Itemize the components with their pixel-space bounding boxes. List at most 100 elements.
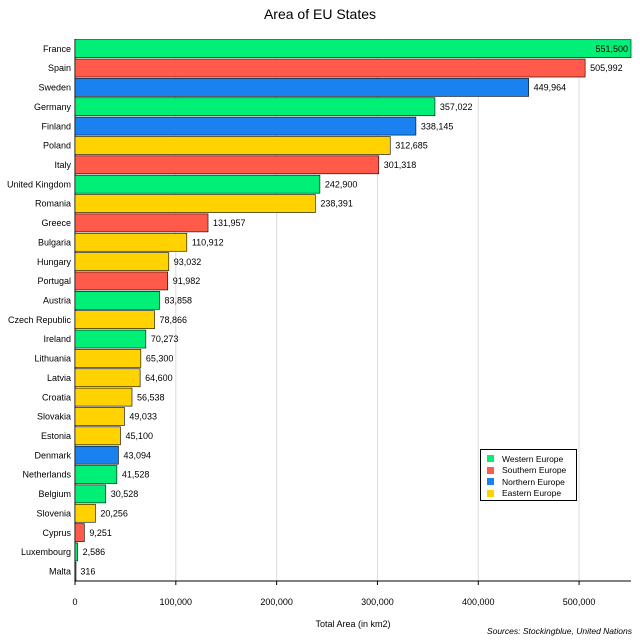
category-label-italy: Italy: [54, 160, 71, 170]
value-label-luxembourg: 2,586: [83, 547, 106, 557]
bar-sweden: [74, 78, 529, 97]
bar-cyprus: [74, 523, 85, 542]
bar-luxembourg: [74, 542, 78, 562]
legend-swatch-northern: [487, 478, 494, 486]
legend-swatch-southern: [487, 466, 494, 474]
category-label-portugal: Portugal: [37, 276, 71, 286]
category-label-slovenia: Slovenia: [36, 508, 71, 518]
category-label-latvia: Latvia: [47, 373, 71, 383]
x-tick-label-2: 200,000: [260, 597, 293, 607]
value-label-hungary: 93,032: [174, 257, 202, 267]
category-label-luxembourg: Luxembourg: [21, 547, 71, 557]
x-tick-label-1: 100,000: [160, 597, 193, 607]
x-tick-label-3: 300,000: [361, 597, 394, 607]
category-label-croatia: Croatia: [42, 392, 71, 402]
value-label-croatia: 56,538: [137, 392, 165, 402]
value-label-portugal: 91,982: [173, 276, 201, 286]
source-note: Sources: Stockingblue, United Nations: [486, 626, 632, 636]
value-label-bulgaria: 110,912: [192, 237, 224, 247]
bar-france: [74, 39, 632, 58]
value-label-finland: 338,145: [421, 121, 454, 131]
bar-latvia: [74, 368, 141, 388]
value-label-czech-republic: 78,866: [160, 315, 188, 325]
x-axis-title: Total Area (in km2): [315, 619, 390, 629]
bar-united-kingdom: [74, 174, 321, 194]
value-label-romania: 238,391: [320, 199, 353, 209]
category-label-malta: Malta: [49, 567, 71, 577]
category-label-united-kingdom: United Kingdom: [7, 179, 71, 189]
x-tick-label-5: 500,000: [563, 597, 596, 607]
value-label-greece: 131,957: [213, 218, 246, 228]
legend-label-western: Western Europe: [502, 453, 564, 464]
legend-item-western: Western Europe: [487, 453, 576, 465]
chart-title: Area of EU States: [263, 6, 377, 22]
value-label-poland: 312,685: [395, 141, 428, 151]
legend-label-eastern: Eastern Europe: [502, 488, 562, 499]
bar-netherlands: [74, 465, 118, 484]
legend-item-northern: Northern Europe: [487, 476, 576, 488]
legend-swatch-eastern: [487, 489, 494, 497]
value-label-netherlands: 41,528: [122, 470, 150, 480]
legend-label-northern: Northern Europe: [502, 476, 565, 487]
category-label-finland: Finland: [41, 121, 71, 131]
bar-malta: [74, 562, 77, 581]
bar-greece: [74, 213, 209, 233]
value-label-france: 551,500: [595, 44, 628, 54]
value-label-sweden: 449,964: [534, 83, 567, 93]
value-label-cyprus: 9,251: [89, 528, 112, 538]
bar-croatia: [74, 387, 133, 407]
category-label-estonia: Estonia: [41, 431, 71, 441]
bar-romania: [74, 194, 316, 213]
category-label-bulgaria: Bulgaria: [38, 237, 71, 247]
category-label-spain: Spain: [48, 63, 71, 73]
x-tick-label-0: 0: [72, 597, 77, 607]
bar-portugal: [74, 271, 169, 291]
legend-label-southern: Southern Europe: [502, 465, 567, 476]
category-label-austria: Austria: [43, 296, 71, 306]
category-label-czech-republic: Czech Republic: [8, 315, 72, 325]
bar-estonia: [74, 426, 121, 446]
bar-lithuania: [74, 349, 142, 368]
category-label-sweden: Sweden: [38, 83, 71, 93]
value-label-ireland: 70,273: [151, 334, 179, 344]
category-label-lithuania: Lithuania: [34, 354, 71, 364]
bar-poland: [74, 136, 391, 155]
category-label-belgium: Belgium: [38, 489, 71, 499]
category-label-greece: Greece: [41, 218, 71, 228]
legend-item-eastern: Eastern Europe: [487, 488, 576, 500]
category-label-poland: Poland: [43, 141, 71, 151]
value-label-malta: 316: [80, 567, 95, 577]
value-label-spain: 505,992: [590, 63, 623, 73]
category-label-cyprus: Cyprus: [42, 528, 71, 538]
chart-legend: Western Europe Southern Europe Northern …: [480, 449, 577, 501]
x-tick-label-4: 400,000: [462, 597, 495, 607]
bar-italy: [74, 155, 380, 175]
bar-ireland: [74, 329, 147, 349]
value-label-slovakia: 49,033: [129, 412, 157, 422]
value-label-denmark: 43,094: [123, 450, 151, 460]
value-label-estonia: 45,100: [125, 431, 153, 441]
value-label-slovenia: 20,256: [100, 508, 128, 518]
bar-slovakia: [74, 407, 125, 426]
bar-denmark: [74, 445, 119, 465]
legend-swatch-western: [487, 455, 494, 463]
value-label-latvia: 64,600: [145, 373, 173, 383]
bar-bulgaria: [74, 232, 188, 252]
category-label-romania: Romania: [35, 199, 71, 209]
value-label-lithuania: 65,300: [146, 354, 174, 364]
legend-item-southern: Southern Europe: [487, 465, 576, 477]
category-label-slovakia: Slovakia: [37, 412, 71, 422]
bar-germany: [74, 97, 436, 117]
value-label-germany: 357,022: [440, 102, 473, 112]
category-label-netherlands: Netherlands: [22, 470, 71, 480]
category-label-france: France: [43, 44, 71, 54]
bar-belgium: [74, 484, 107, 504]
value-label-belgium: 30,528: [111, 489, 139, 499]
category-label-ireland: Ireland: [43, 334, 71, 344]
value-label-italy: 301,318: [384, 160, 417, 170]
bar-hungary: [74, 252, 170, 271]
bar-spain: [74, 58, 586, 78]
category-label-hungary: Hungary: [37, 257, 72, 267]
category-label-denmark: Denmark: [34, 450, 71, 460]
